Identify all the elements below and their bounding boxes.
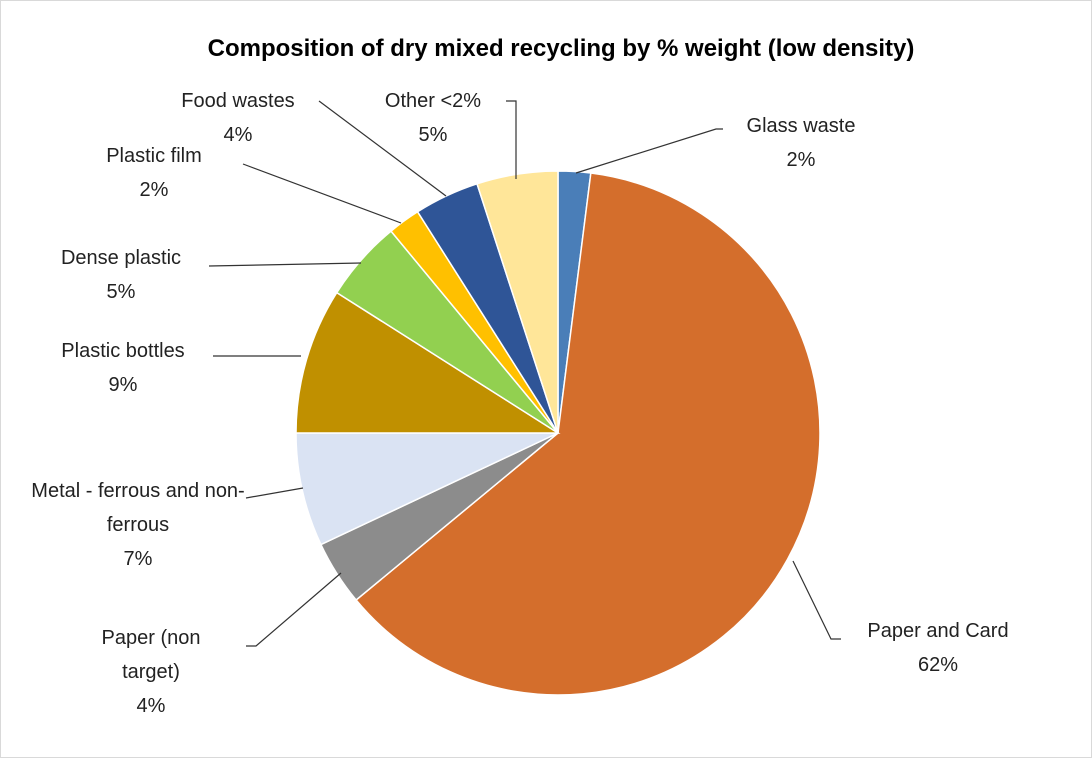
- label-name: Other <2%: [384, 90, 482, 112]
- data-label: Paper and Card 62%: [808, 614, 1068, 682]
- pie-slice: [355, 172, 821, 696]
- pie-slice: [295, 291, 561, 434]
- label-value: 7%: [123, 548, 153, 570]
- label-value: 62%: [917, 654, 959, 676]
- leader-line: [318, 100, 447, 197]
- pie-slice: [476, 170, 559, 434]
- label-value: 4%: [136, 695, 166, 717]
- label-value: 2%: [786, 149, 816, 171]
- data-label: Food wastes 4%: [108, 84, 368, 152]
- leader-line: [575, 128, 723, 174]
- leader-line: [245, 487, 304, 499]
- leader-line: [506, 100, 517, 179]
- label-value: 5%: [418, 124, 448, 146]
- data-label: Other <2% 5%: [303, 84, 563, 152]
- data-label: Metal - ferrous and non-ferrous 7%: [28, 474, 248, 576]
- label-value: 5%: [106, 281, 136, 303]
- leader-line: [242, 163, 402, 224]
- label-name: Plastic film: [106, 145, 202, 167]
- label-value: 4%: [223, 124, 253, 146]
- data-label: Paper (non target) 4%: [86, 621, 216, 723]
- label-name: Glass waste: [746, 115, 856, 137]
- label-name: Metal - ferrous and non-ferrous: [31, 480, 245, 536]
- data-label: Glass waste 2%: [671, 109, 931, 177]
- label-name: Food wastes: [181, 90, 295, 112]
- leader-line: [208, 262, 362, 267]
- data-label: Plastic bottles 9%: [0, 334, 253, 402]
- chart-title: Composition of dry mixed recycling by % …: [207, 35, 915, 62]
- label-value: 9%: [108, 374, 138, 396]
- leader-line: [792, 560, 841, 640]
- leader-lines: [208, 100, 841, 647]
- data-label: Plastic film 2%: [24, 139, 284, 207]
- label-name: Paper (non target): [101, 627, 201, 683]
- label-value: 2%: [139, 179, 169, 201]
- slices: [295, 170, 821, 696]
- pie-slice: [295, 432, 559, 546]
- leader-line: [246, 572, 342, 647]
- label-name: Paper and Card: [867, 620, 1009, 642]
- label-name: Dense plastic: [60, 247, 182, 269]
- label-name: Plastic bottles: [61, 340, 185, 362]
- data-label: Dense plastic 5%: [0, 241, 251, 309]
